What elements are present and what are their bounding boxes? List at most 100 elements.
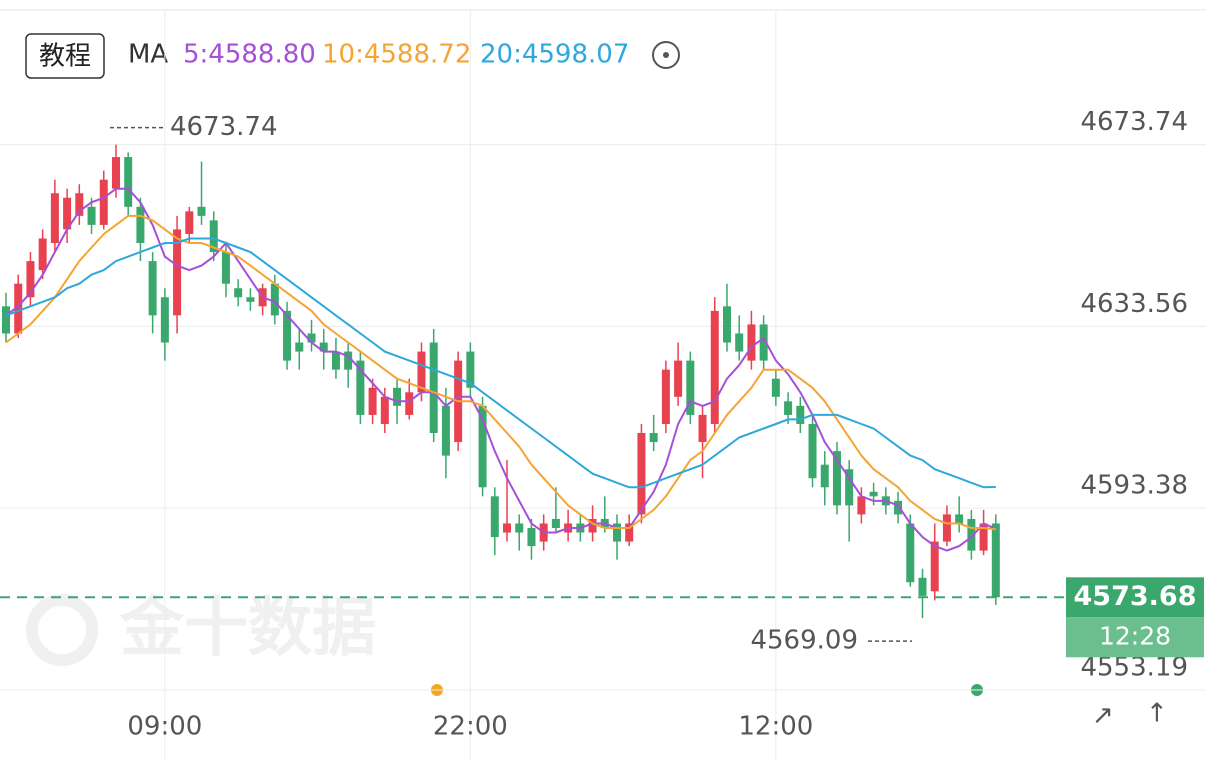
candle-body — [270, 283, 279, 316]
candle-body — [124, 157, 133, 207]
tutorial-button[interactable] — [25, 33, 105, 79]
top-icon[interactable]: ↑ — [1146, 699, 1168, 729]
candle-body — [503, 523, 512, 533]
candle-body — [661, 369, 670, 424]
candle-body — [441, 405, 450, 456]
candle-body — [283, 310, 292, 361]
candle-body — [356, 360, 365, 415]
candle-body — [698, 414, 707, 443]
candle-body — [918, 577, 927, 596]
last-price-label: 4573.68 — [1074, 581, 1197, 612]
candle-body — [808, 423, 817, 479]
candle-body — [295, 342, 304, 352]
expand-icon[interactable]: ↗ — [1092, 701, 1114, 731]
candle-body — [307, 333, 316, 343]
candle-body — [869, 491, 878, 497]
candle-body — [319, 342, 328, 352]
candle-body — [991, 523, 1000, 598]
candle-body — [527, 528, 536, 547]
candle-body — [674, 360, 683, 397]
candle-body — [759, 324, 768, 361]
settings-icon[interactable] — [652, 41, 680, 69]
candle-body — [490, 496, 499, 538]
watermark-logo — [26, 594, 98, 666]
candle-body — [515, 523, 524, 533]
candle-body — [930, 541, 939, 592]
candle-body — [735, 333, 744, 352]
candle-body — [429, 342, 438, 434]
candle-body — [368, 387, 377, 415]
y-tick-label: 4553.19 — [1080, 653, 1188, 683]
candle-body — [588, 518, 597, 533]
candle-body — [160, 297, 169, 343]
candle-body — [38, 238, 47, 271]
candle-body — [417, 351, 426, 393]
candle-body — [894, 500, 903, 515]
ma-label: MA — [128, 40, 168, 70]
settings-ring[interactable] — [652, 41, 680, 69]
y-tick-label: 4633.56 — [1080, 289, 1188, 319]
candle-body — [478, 405, 487, 488]
candle-body — [148, 261, 157, 316]
candle-body — [771, 378, 780, 397]
x-tick-label: 09:00 — [127, 712, 202, 742]
candle-body — [857, 496, 866, 515]
legend-entry: 20:4598.07 — [480, 40, 629, 70]
candle-body — [466, 351, 475, 388]
candle-body — [942, 514, 951, 542]
plot: 4553.19 4593.38 4633.56 4673.74 09:00 22:00 12… — [0, 10, 1206, 760]
candle-body — [832, 451, 841, 506]
candle-body — [344, 351, 353, 370]
candle-body — [625, 523, 634, 542]
candle-body — [686, 360, 695, 415]
candle-body — [136, 206, 145, 244]
ma-line — [5, 214, 996, 531]
candle-body — [75, 193, 84, 216]
ma-line — [5, 187, 997, 552]
candle-body — [234, 288, 243, 298]
y-tick-label: 4673.74 — [1080, 107, 1188, 137]
candle-body — [784, 401, 793, 415]
legend-entry: 5:4588.80 — [183, 40, 316, 70]
candle-body — [405, 392, 414, 415]
candle-body — [979, 523, 988, 551]
candle-body — [111, 157, 120, 189]
candle-body — [955, 514, 964, 524]
candle-body — [185, 211, 194, 234]
candle-body — [209, 220, 218, 253]
candle-body — [722, 306, 731, 343]
candle-body — [221, 252, 230, 284]
candle-body — [197, 206, 206, 216]
last-price-box — [1066, 577, 1204, 618]
candle-body — [906, 523, 915, 583]
candle-body — [613, 523, 621, 542]
legend-entry: 10:4588.72 — [322, 40, 471, 70]
candle-body — [14, 283, 23, 334]
candle-body — [63, 197, 72, 230]
ma-line — [5, 237, 996, 489]
candle-body — [393, 387, 402, 406]
candle-body — [820, 464, 829, 488]
candle-body — [649, 433, 658, 443]
y-tick-label: 4593.38 — [1080, 471, 1188, 501]
settings-dot[interactable] — [663, 52, 669, 58]
candle-body — [2, 306, 10, 334]
candle-body — [747, 324, 756, 361]
candle-body — [331, 351, 340, 370]
candle-body — [380, 396, 389, 424]
candle-body — [246, 297, 255, 302]
max-annotation: 4673.74 — [170, 112, 278, 142]
candle-body — [99, 179, 108, 225]
candle-body — [551, 518, 560, 529]
countdown-box — [1066, 617, 1204, 658]
candle-body — [637, 433, 646, 515]
candle-body — [845, 469, 854, 506]
candle-body — [796, 405, 805, 424]
candle-body — [173, 229, 182, 316]
tutorial-label[interactable]: 教程 — [39, 42, 91, 72]
x-tick-label: 22:00 — [433, 712, 508, 742]
watermark: 金十数据 — [119, 592, 376, 666]
x-tick-label: 12:00 — [738, 712, 813, 742]
candle-body — [26, 261, 35, 298]
